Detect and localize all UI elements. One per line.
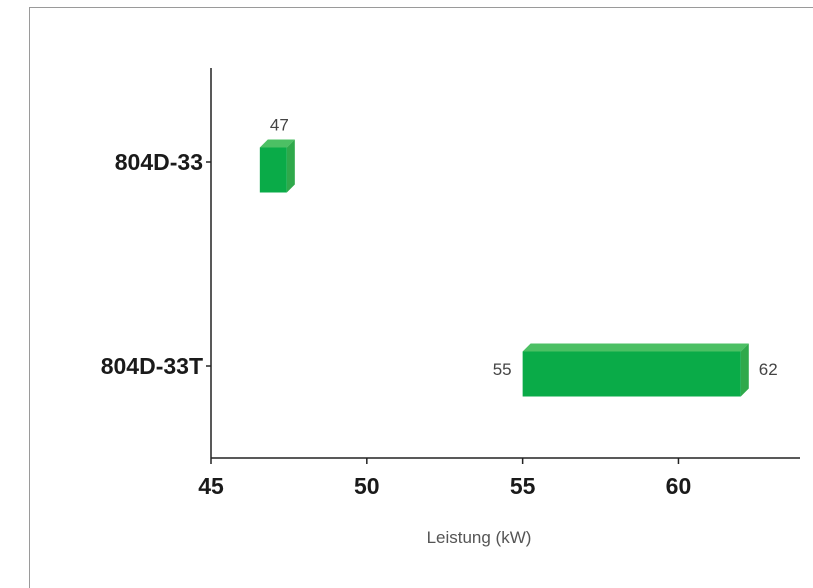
x-tick-label: 60: [666, 473, 692, 499]
range-bar-top: [522, 343, 749, 352]
value-label: 47: [270, 116, 289, 135]
value-label-end: 62: [759, 360, 778, 379]
x-tick-label: 45: [198, 473, 224, 499]
value-label-start: 55: [493, 360, 512, 379]
chart-frame: [29, 7, 813, 588]
x-tick-label: 55: [510, 473, 536, 499]
range-bar: [259, 139, 295, 193]
range-bar-top: [259, 139, 295, 148]
x-tick-label: 50: [354, 473, 380, 499]
range-bar-side: [286, 139, 295, 193]
range-bar: [522, 343, 749, 397]
x-axis-label: Leistung (kW): [427, 528, 532, 547]
category-label: 804D-33T: [101, 353, 203, 379]
range-bar-front: [259, 147, 287, 193]
range-bar-front: [522, 351, 741, 397]
category-label: 804D-33: [115, 149, 203, 175]
axes: [210, 68, 800, 459]
range-bar-side: [740, 343, 749, 397]
